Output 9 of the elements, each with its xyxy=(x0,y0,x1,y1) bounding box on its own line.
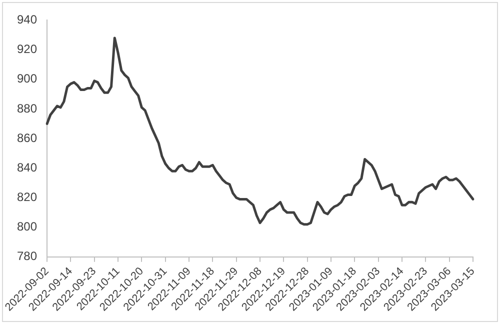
y-tick-label: 860 xyxy=(16,130,38,145)
y-tick-label: 800 xyxy=(16,220,38,234)
y-tick-label: 920 xyxy=(16,42,38,56)
y-tick-label: 780 xyxy=(16,249,38,264)
y-tick-label: 880 xyxy=(16,101,38,116)
y-tick-label: 900 xyxy=(16,72,38,86)
y-tick-label: 820 xyxy=(16,190,38,204)
y-tick-label: 940 xyxy=(16,12,38,27)
y-tick-label: 840 xyxy=(16,160,38,174)
